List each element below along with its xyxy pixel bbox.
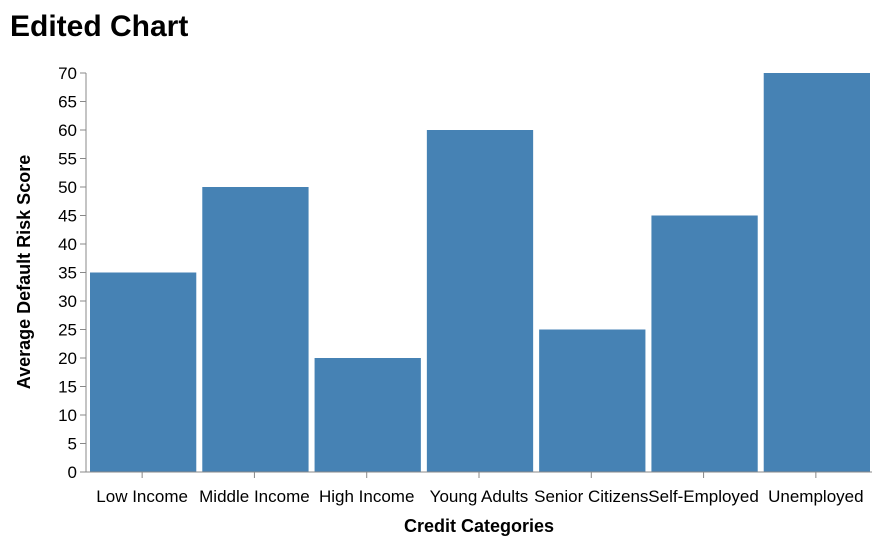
bars-group [90, 73, 870, 472]
bar-middle-income [202, 187, 309, 472]
y-tick-label: 65 [58, 93, 77, 112]
x-tick-label: Senior Citizens [534, 487, 648, 506]
chart-title: Edited Chart [10, 10, 188, 43]
y-tick-label: 55 [58, 150, 77, 169]
y-tick-label: 50 [58, 178, 77, 197]
x-tick-label: Self-Employed [648, 487, 759, 506]
x-tick-label: Middle Income [199, 487, 310, 506]
y-tick-label: 0 [68, 463, 77, 482]
bar-self-employed [651, 215, 758, 472]
y-tick-label: 45 [58, 207, 77, 226]
bar-young-adults [426, 130, 534, 472]
x-tick-label: Young Adults [430, 487, 529, 506]
bar-low-income [90, 272, 197, 472]
y-tick-label: 20 [58, 349, 77, 368]
x-tick-label: Low Income [96, 487, 188, 506]
bar-senior-citizens [539, 329, 646, 472]
y-axis-title: Average Default Risk Score [14, 155, 34, 389]
x-tick-label: High Income [319, 487, 414, 506]
bar-unemployed [763, 73, 870, 472]
y-tick-label: 15 [58, 378, 77, 397]
y-tick-label: 25 [58, 321, 77, 340]
y-tick-label: 70 [58, 64, 77, 83]
y-tick-label: 10 [58, 406, 77, 425]
y-tick-label: 40 [58, 235, 77, 254]
y-tick-label: 5 [68, 435, 77, 454]
y-tick-label: 60 [58, 121, 77, 140]
x-axis-title: Credit Categories [404, 516, 554, 536]
y-tick-label: 30 [58, 292, 77, 311]
bar-high-income [314, 358, 421, 472]
y-tick-label: 35 [58, 264, 77, 283]
x-axis: Low Income Middle Income High Income Young … [86, 471, 872, 506]
y-axis: 0 5 10 15 20 25 30 35 40 45 50 55 60 65 70 [58, 64, 87, 482]
x-tick-label: Unemployed [768, 487, 863, 506]
